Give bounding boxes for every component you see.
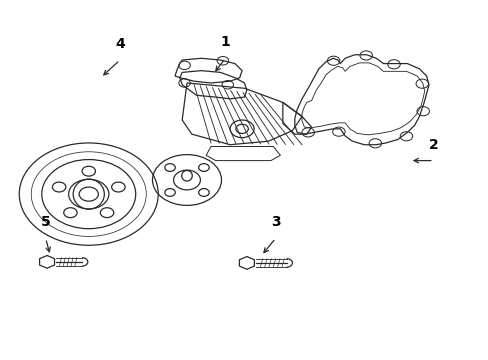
Text: 2: 2 [428, 138, 438, 152]
Text: 5: 5 [41, 215, 50, 229]
Text: 1: 1 [220, 36, 230, 49]
Text: 3: 3 [270, 215, 280, 229]
Text: 4: 4 [115, 37, 124, 51]
